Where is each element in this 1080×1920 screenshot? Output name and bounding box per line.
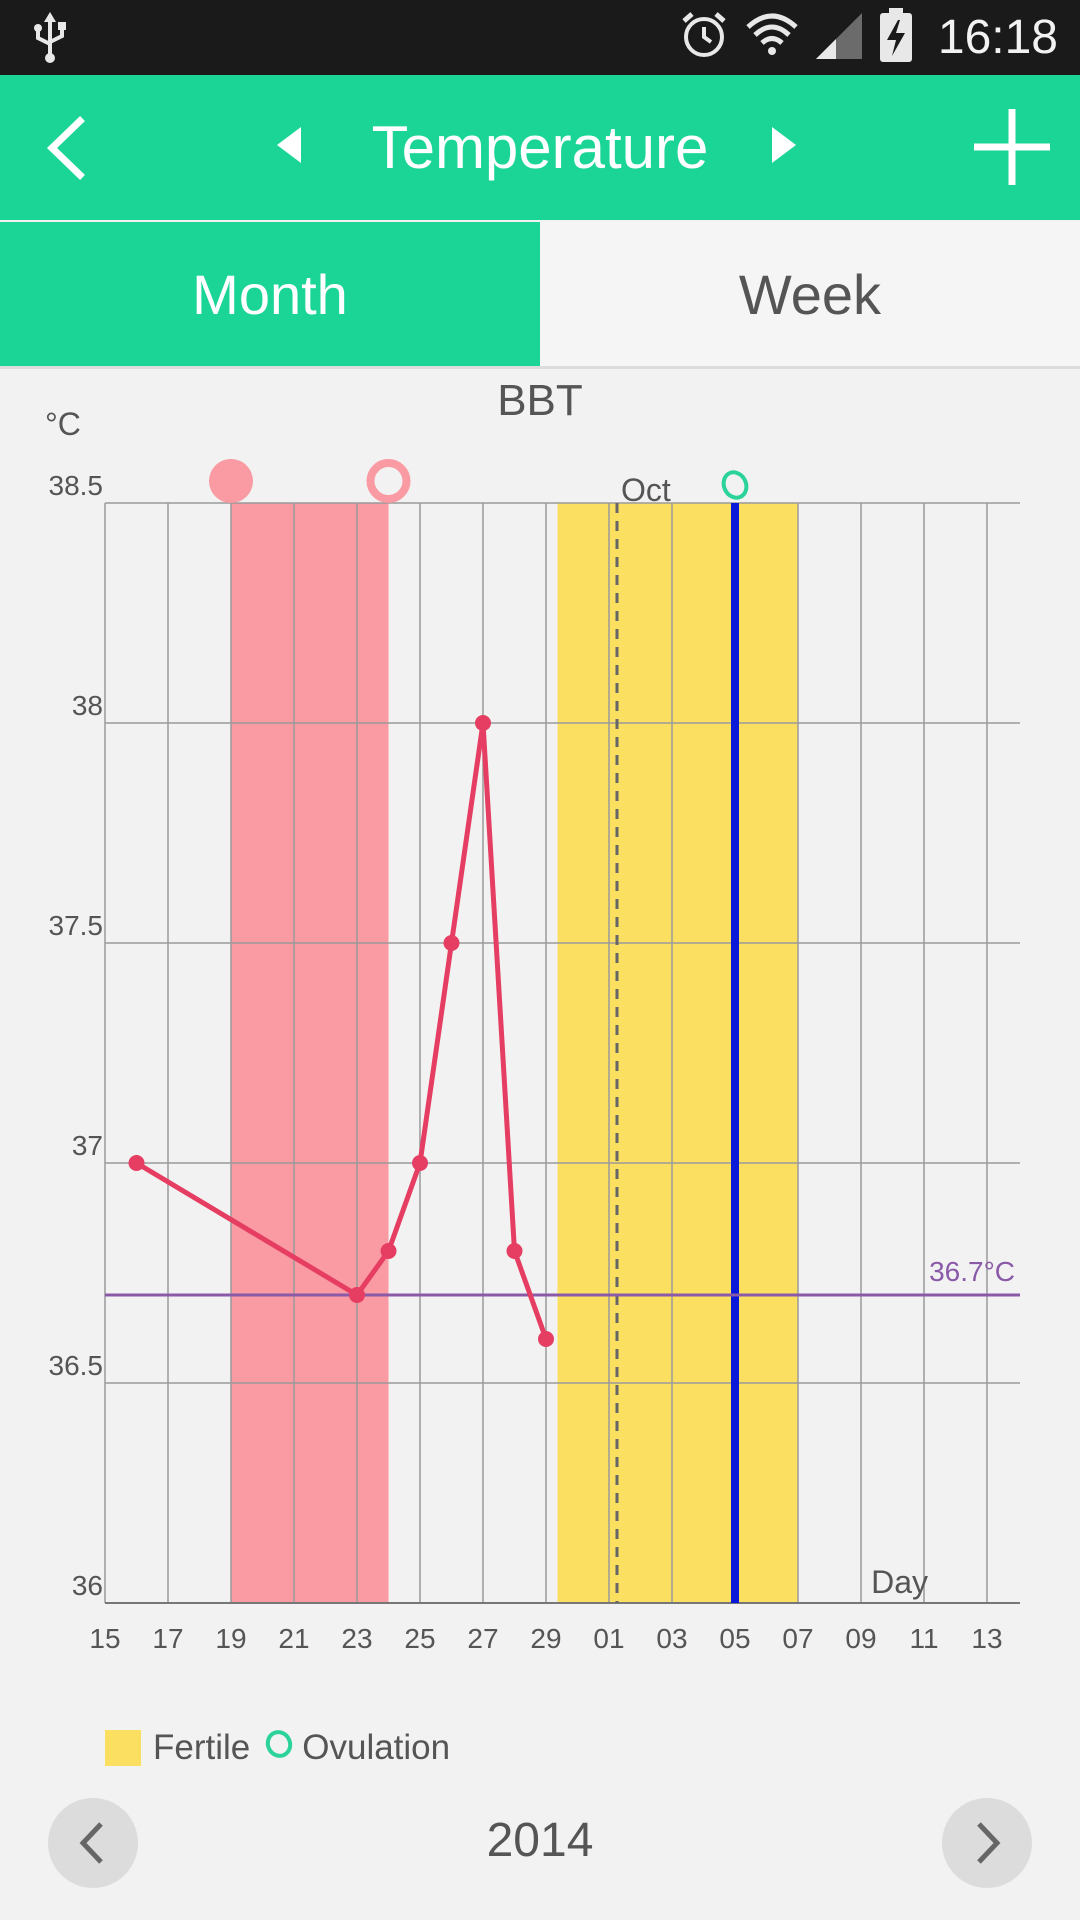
fertile-swatch: [105, 1730, 141, 1766]
x-tick-label: 25: [404, 1623, 435, 1654]
y-tick-label: 37.5: [49, 910, 104, 941]
x-tick-label: 27: [467, 1623, 498, 1654]
temperature-line: [135, 720, 549, 1340]
year-navigation: 2014: [0, 1795, 1080, 1890]
signal-icon: [814, 9, 864, 66]
status-time: 16:18: [937, 11, 1058, 64]
ovulation-icon: [264, 1728, 294, 1768]
chevron-right-icon: [977, 1822, 1001, 1864]
ovulation-marker-icon: [721, 470, 749, 500]
y-unit-label: °C: [45, 406, 81, 442]
temperature-point: [538, 1331, 554, 1347]
temperature-point: [506, 1243, 523, 1259]
y-tick-label: 36: [72, 1570, 103, 1601]
next-year-button[interactable]: [942, 1798, 1032, 1888]
app-bar: Temperature: [0, 75, 1080, 220]
usb-icon: [30, 10, 70, 69]
page-title: Temperature: [371, 114, 709, 181]
wifi-icon: [744, 9, 800, 66]
temperature-point: [349, 1287, 365, 1303]
chevron-left-icon: [79, 1822, 103, 1864]
period-end-marker: [366, 459, 411, 503]
legend-ovulation-label: Ovulation: [302, 1728, 451, 1767]
cover-line-label: 36.7°C: [929, 1256, 1015, 1287]
temperature-point: [380, 1243, 397, 1259]
prev-triangle-icon[interactable]: [275, 125, 303, 170]
x-tick-label: 01: [593, 1623, 624, 1654]
x-tick-label: 11: [909, 1623, 938, 1654]
x-tick-label: 09: [845, 1623, 876, 1654]
status-bar: 16:18: [0, 0, 1080, 75]
x-axis-label: Day: [871, 1564, 928, 1600]
view-tabs: Month Week: [0, 222, 1080, 366]
x-tick-label: 03: [656, 1623, 687, 1654]
chart-title: BBT: [497, 376, 583, 425]
legend-fertile-label: Fertile: [153, 1728, 251, 1767]
x-tick-label: 23: [341, 1623, 372, 1654]
temperature-point: [475, 715, 491, 731]
alarm-icon: [678, 9, 730, 66]
chart-legend: Fertile Ovulation: [105, 1728, 450, 1768]
tab-month[interactable]: Month: [0, 222, 540, 366]
x-tick-label: 13: [971, 1623, 1002, 1654]
x-tick-label: 21: [278, 1623, 309, 1654]
x-tick-label: 17: [152, 1623, 183, 1654]
y-tick-label: 37: [72, 1130, 103, 1161]
bbt-chart: 38.5 38 37.5 37 36.5 36 15 17 19 21 23 25 27 29 01 03 05…: [45, 376, 1020, 1654]
back-icon[interactable]: [40, 113, 100, 183]
y-tick-label: 38.5: [49, 470, 104, 501]
year-label: 2014: [486, 1814, 594, 1867]
prev-year-button[interactable]: [48, 1798, 138, 1888]
period-start-marker: [209, 459, 253, 503]
next-triangle-icon[interactable]: [770, 125, 798, 170]
period-band: [231, 503, 389, 1603]
y-tick-label: 36.5: [49, 1350, 104, 1381]
x-tick-label: 07: [782, 1623, 813, 1654]
temperature-point: [128, 1155, 145, 1171]
y-tick-label: 38: [72, 690, 103, 721]
battery-charging-icon: [878, 6, 914, 69]
x-tick-label: 15: [89, 1623, 120, 1654]
ovulation-line: [731, 503, 739, 1603]
x-tick-label: 19: [215, 1623, 246, 1654]
x-tick-label: 29: [530, 1623, 561, 1654]
x-tick-label: 05: [719, 1623, 750, 1654]
fertile-band: [557, 503, 798, 1603]
add-icon[interactable]: [970, 105, 1055, 190]
tabs-divider: [0, 366, 1080, 369]
temperature-point: [443, 935, 460, 951]
temperature-point: [412, 1155, 428, 1171]
month-marker-label: Oct: [621, 472, 671, 508]
tab-week[interactable]: Week: [540, 222, 1080, 366]
